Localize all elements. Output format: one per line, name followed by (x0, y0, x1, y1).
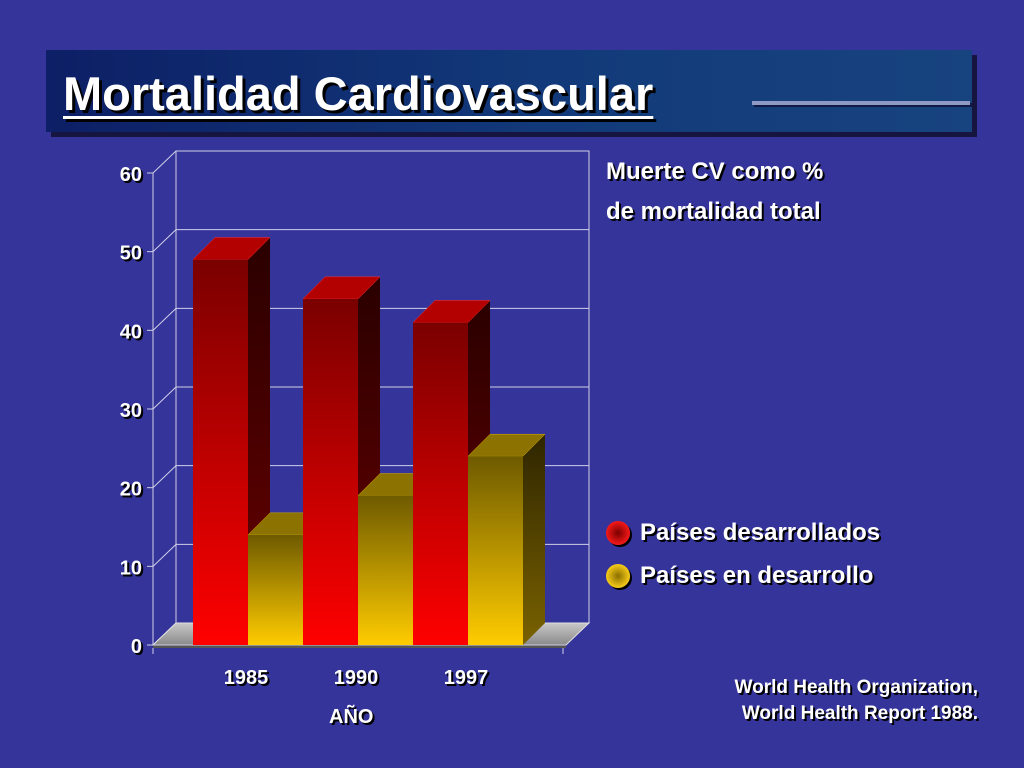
x-tick-label: 1997 (444, 667, 489, 689)
y-tick-label-shadow: 0 (133, 638, 144, 660)
legend-yellow-dot-icon (606, 564, 630, 588)
bar-front (193, 259, 248, 645)
legend-item-developing: Países en desarrollo (606, 561, 873, 591)
bar-front (413, 322, 468, 645)
gridline-side (152, 150, 177, 174)
x-axis-label: AÑO (329, 706, 374, 728)
slide-title: Mortalidad Cardiovascular (63, 67, 654, 120)
bar-1997-developing (467, 433, 546, 645)
gridline-side (152, 465, 177, 489)
bar-side (523, 434, 545, 645)
x-tick-label-shadow: 1990 (336, 669, 381, 691)
x-tick-label: 1985 (224, 667, 269, 689)
y-tick-label: 60 (120, 164, 142, 186)
y-tick-label-shadow: 50 (122, 245, 144, 267)
y-tick-label-shadow: 60 (122, 166, 144, 188)
title-banner (46, 50, 972, 132)
chart-bars (192, 237, 546, 646)
y-tick-label-shadow: 40 (122, 323, 144, 345)
legend-label-developing: Países en desarrollo (640, 562, 874, 589)
y-tick-label: 50 (120, 243, 142, 265)
bar-front (303, 298, 358, 645)
gridline-side (152, 386, 177, 410)
gridline-side (152, 229, 177, 253)
bar-1990-developed (302, 276, 381, 645)
y-tick-label: 20 (120, 479, 142, 501)
floor-edge (153, 645, 566, 648)
chart-title-line-2: de mortalidad total (606, 198, 821, 225)
y-tick-label: 30 (120, 400, 142, 422)
bar-front (248, 534, 303, 645)
x-tick-label-shadow: 1985 (226, 669, 271, 691)
bar-front (468, 456, 523, 645)
y-tick-label: 0 (131, 636, 142, 658)
source-line-2: World Health Report 1988. (741, 703, 978, 724)
legend-label-developed: Países desarrollados (640, 519, 881, 546)
y-tick-label-shadow: 30 (122, 402, 144, 424)
gridline-side (152, 307, 177, 331)
y-tick-label-shadow: 20 (122, 481, 144, 503)
y-tick-label: 40 (120, 321, 142, 343)
bar-1985-developed (192, 237, 271, 646)
gridline-side (152, 543, 177, 567)
source-line-1: World Health Organization, (734, 677, 979, 698)
title-rule-line (752, 101, 970, 105)
legend-red-dot-icon (606, 521, 630, 545)
y-tick-label: 10 (120, 557, 142, 579)
x-tick-label-shadow: 1997 (446, 669, 491, 691)
chart-title-line-1: Muerte CV como % (606, 158, 824, 185)
legend-item-developed: Países desarrollados (606, 518, 880, 548)
bar-front (358, 495, 413, 645)
x-tick-label: 1990 (334, 667, 379, 689)
y-tick-label-shadow: 10 (122, 559, 144, 581)
